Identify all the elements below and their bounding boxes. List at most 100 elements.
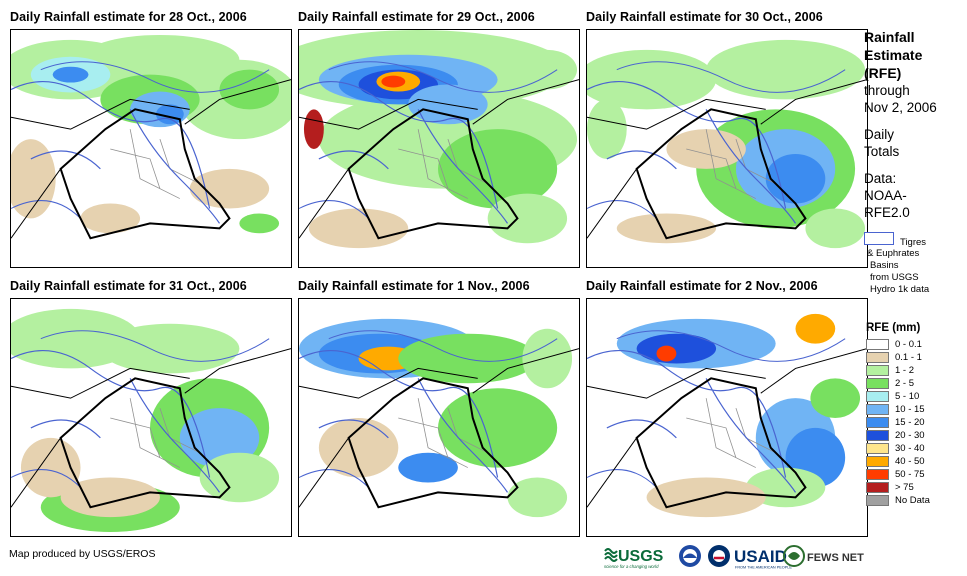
rain-area (52, 66, 89, 83)
panel-title: Daily Rainfall estimate for 1 Nov., 2006 (298, 279, 530, 293)
rain-area (666, 129, 746, 169)
rain-area (438, 129, 558, 209)
usaid-logo: USAID FROM THE AMERICAN PEOPLE (708, 545, 792, 570)
rfe-legend: RFE (mm) 0 - 0.1 0.1 - 1 1 - 2 2 - 5 5 - 10 1… (864, 322, 964, 507)
usgs-tagline: science for a changing world (604, 564, 659, 569)
country-border (587, 79, 867, 239)
rainfall-map (298, 29, 580, 268)
legend-swatch (866, 352, 889, 363)
info-through: through (864, 83, 910, 98)
basin-label: from USGS (870, 272, 919, 283)
panel-title: Daily Rainfall estimate for 28 Oct., 200… (10, 10, 247, 24)
legend-label: 10 - 15 (895, 404, 925, 415)
legend-swatch (866, 495, 889, 506)
panel-title: Daily Rainfall estimate for 30 Oct., 200… (586, 10, 823, 24)
river-line (11, 80, 221, 224)
rain-area (239, 213, 280, 234)
map-svg (587, 313, 867, 518)
rain-area (795, 313, 836, 344)
rainfall-map (586, 298, 868, 537)
rain-area (80, 203, 141, 234)
rain-area (507, 477, 568, 518)
country-border (347, 377, 519, 509)
country-border (347, 108, 519, 240)
info-data-source: NOAA- (864, 188, 907, 203)
map-panel-2-nov: Daily Rainfall estimate for 2 Nov., 2006 (586, 279, 868, 537)
legend-item: 15 - 20 (864, 416, 964, 429)
rain-area (636, 333, 717, 364)
map-svg (299, 30, 579, 249)
legend-swatch (866, 378, 889, 389)
river-line (587, 349, 797, 493)
river-line (299, 330, 558, 488)
legend-label: 0 - 0.1 (895, 339, 922, 350)
rain-area (398, 452, 458, 483)
country-border (59, 377, 231, 509)
rain-area (616, 213, 717, 244)
map-credit: Map produced by USGS/EROS (9, 548, 156, 560)
country-border (299, 79, 579, 239)
usgs-wordmark: USGS (618, 548, 664, 565)
legend-swatch (866, 339, 889, 350)
rain-area (60, 477, 160, 518)
noaa-logo (679, 545, 701, 567)
river-line (11, 349, 221, 493)
fews-net-wordmark: FEWS NET (807, 552, 864, 564)
legend-swatch (866, 482, 889, 493)
rain-area (100, 323, 240, 374)
rain-area (810, 378, 861, 418)
info-title-line: Estimate (864, 47, 923, 63)
map-svg (11, 308, 291, 533)
info-title-line: (RFE) (864, 65, 902, 81)
rain-area (587, 99, 627, 159)
logos-svg: USGS science for a changing world USAID … (604, 545, 864, 570)
info-data-source: RFE2.0 (864, 205, 910, 220)
legend-label: 2 - 5 (895, 378, 915, 389)
country-border (299, 348, 579, 508)
legend-swatch (866, 469, 889, 480)
river-line (299, 349, 509, 493)
country-border (635, 377, 807, 509)
country-border (59, 108, 231, 240)
legend-item: 30 - 40 (864, 442, 964, 455)
legend-swatch (866, 430, 889, 441)
map-svg (11, 34, 291, 240)
legend-label: 0.1 - 1 (895, 352, 922, 363)
map-info: Rainfall Estimate (RFE) through Nov 2, 2… (864, 28, 964, 221)
rainfall-map (586, 29, 868, 268)
info-data-source: Data: (864, 171, 897, 186)
country-border (587, 348, 867, 508)
usaid-wordmark-usa: USAID (734, 547, 787, 566)
fews-net-logo: FEWS NET (783, 545, 864, 567)
river-line (587, 80, 797, 224)
river-line (587, 330, 846, 488)
country-border (11, 348, 291, 508)
legend-label: 50 - 75 (895, 469, 925, 480)
river-line (587, 61, 846, 219)
info-totals: Totals (864, 144, 900, 159)
legend-label: 40 - 50 (895, 456, 925, 467)
legend-swatch (866, 391, 889, 402)
basin-label: Basins (870, 260, 899, 271)
panel-title: Daily Rainfall estimate for 29 Oct., 200… (298, 10, 535, 24)
legend-item: 2 - 5 (864, 377, 964, 390)
legend-item: > 75 (864, 481, 964, 494)
country-border (635, 108, 807, 240)
legend-label: 20 - 30 (895, 430, 925, 441)
legend-item: No Data (864, 494, 964, 507)
legend-label: 30 - 40 (895, 443, 925, 454)
rain-area (199, 452, 280, 503)
rain-area (318, 417, 399, 478)
legend-item: 0.1 - 1 (864, 351, 964, 364)
legend-label: 1 - 2 (895, 365, 915, 376)
info-title-line: Rainfall (864, 29, 915, 45)
legend-label: 15 - 20 (895, 417, 925, 428)
map-panel-30-oct: Daily Rainfall estimate for 30 Oct., 200… (586, 10, 868, 268)
river-line (299, 80, 509, 224)
rain-area (398, 333, 538, 384)
map-svg (587, 39, 867, 249)
usgs-logo: USGS science for a changing world (604, 548, 664, 569)
rain-area (522, 328, 573, 389)
legend-label: > 75 (895, 482, 914, 493)
map-panel-28-oct: Daily Rainfall estimate for 28 Oct., 200… (10, 10, 292, 268)
